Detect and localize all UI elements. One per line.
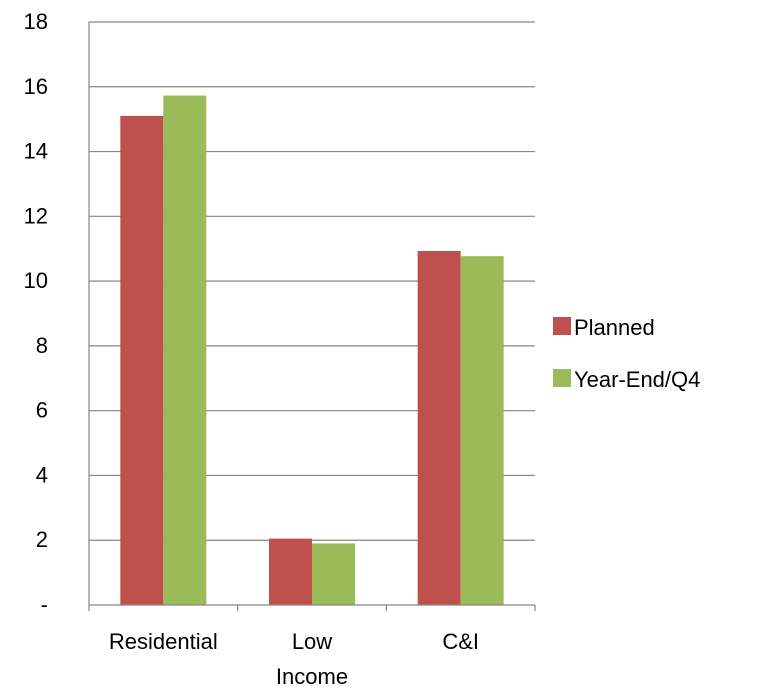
x-tick-labels: Residential Low Income C&I [109, 629, 479, 689]
y-tick-label: - [41, 592, 48, 617]
y-tick-label: 16 [24, 74, 48, 99]
legend-label-planned: Planned [574, 315, 655, 340]
x-tick-label: C&I [442, 629, 479, 654]
y-tick-label: 18 [24, 9, 48, 34]
legend-swatch-planned [553, 317, 571, 335]
bar-planned-0 [120, 115, 164, 605]
x-tick-label: Low Income [276, 629, 348, 689]
bars [120, 95, 504, 606]
axes [88, 22, 536, 611]
y-tick-label: 2 [36, 527, 48, 552]
bar-planned-2 [417, 250, 461, 605]
legend-swatch-year-end-q4 [553, 369, 571, 387]
y-tick-label: 12 [24, 203, 48, 228]
x-tick-label: Residential [109, 629, 218, 654]
bar-year-end-q4-2 [460, 256, 504, 605]
legend: Planned Year-End/Q4 [553, 315, 700, 392]
bar-year-end-q4-0 [163, 95, 207, 606]
bar-year-end-q4-1 [312, 543, 355, 605]
y-tick-labels: - 2 4 6 8 10 12 14 16 18 [24, 9, 48, 617]
y-tick-label: 6 [36, 398, 48, 423]
y-tick-label: 8 [36, 333, 48, 358]
y-tick-label: 4 [36, 462, 48, 487]
y-tick-label: 14 [24, 139, 48, 164]
legend-label-year-end-q4: Year-End/Q4 [574, 367, 700, 392]
y-tick-label: 10 [24, 268, 48, 293]
bar-planned-1 [269, 538, 312, 605]
